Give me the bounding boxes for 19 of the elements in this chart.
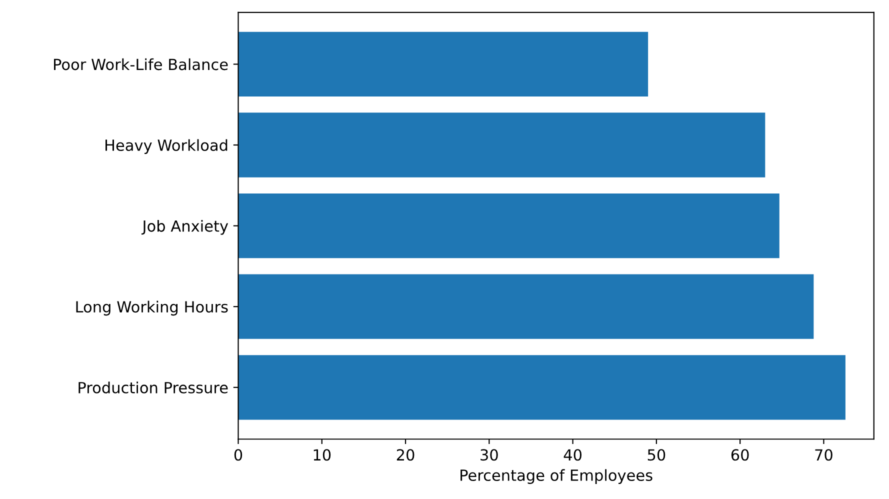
x-tick-label: 70	[815, 449, 832, 461]
x-axis-title: Percentage of Employees	[460, 469, 652, 484]
y-tick-label: Heavy Workload	[106, 139, 228, 154]
x-tick-label: 10	[314, 449, 331, 461]
x-tick-label: 50	[648, 449, 666, 461]
x-tick-label: 60	[731, 449, 749, 461]
y-tick-label: Production Pressure	[78, 382, 228, 394]
x-tick-label: 0	[234, 449, 242, 461]
x-tick-label: 30	[480, 449, 498, 461]
x-tick-label: 40	[564, 449, 582, 461]
bar	[238, 193, 780, 258]
bar	[238, 355, 846, 420]
bar	[238, 32, 648, 97]
y-tick-label: Long Working Hours	[76, 300, 228, 316]
y-tick-label: Job Anxiety	[141, 220, 228, 235]
bar	[238, 112, 766, 178]
y-tick-label: Poor Work-Life Balance	[54, 58, 228, 70]
bar	[238, 274, 814, 339]
x-tick-label: 20	[396, 449, 414, 461]
